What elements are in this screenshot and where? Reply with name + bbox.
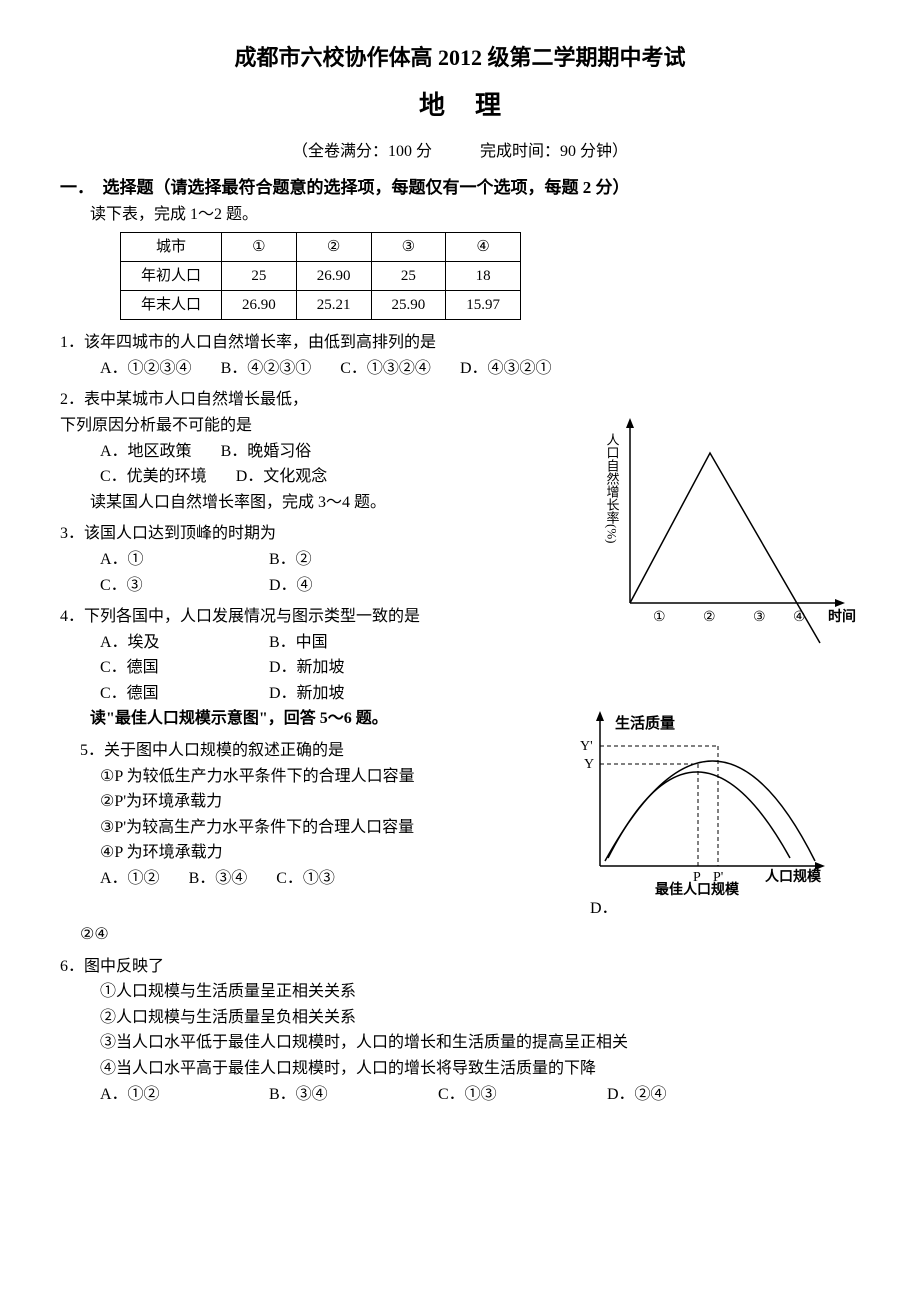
option-c: C．①③②④: [340, 356, 431, 382]
col-header: ③: [371, 233, 446, 262]
growth-rate-chart: 人口自然增长率(%) ① ② ③ ④ 时间: [590, 413, 860, 653]
question-5-options: A．①② B．③④ C．①③: [100, 866, 560, 892]
q6-item-1: ①人口规模与生活质量呈正相关关系: [100, 979, 860, 1005]
cell: 18: [446, 262, 521, 291]
q6-item-3: ③当人口水平低于最佳人口规模时，人口的增长和生活质量的提高呈正相关: [100, 1030, 860, 1056]
row-label: 年初人口: [121, 262, 222, 291]
cell: 25.90: [371, 291, 446, 320]
cell: 25.21: [296, 291, 371, 320]
exam-meta: （全卷满分：100 分 完成时间：90 分钟）: [60, 139, 860, 165]
table-intro: 读下表，完成 1～2 题。: [90, 202, 860, 228]
option-a: A．①: [100, 547, 240, 573]
cell: 25: [371, 262, 446, 291]
question-2: 2．表中某城市人口自然增长最低，: [60, 387, 860, 413]
cell: 25: [222, 262, 297, 291]
question-4-options: A．埃及 B．中国 C．德国 D．新加坡: [100, 630, 580, 681]
q5-item-1: ①P 为较低生产力水平条件下的合理人口容量: [100, 764, 560, 790]
cell: 26.90: [296, 262, 371, 291]
option-b: B．③④: [269, 1082, 409, 1108]
q5-item-3: ③P'为较高生产力水平条件下的合理人口容量: [100, 815, 560, 841]
question-4: 4．下列各国中，人口发展情况与图示类型一致的是: [60, 604, 580, 630]
option-b: B．②: [269, 547, 312, 573]
option-a: A．①②: [100, 866, 160, 892]
col-header: ②: [296, 233, 371, 262]
col-header: ①: [222, 233, 297, 262]
option-d: D．文化观念: [236, 464, 328, 490]
option-d: D．新加坡: [269, 655, 345, 681]
chart2-y-label: 生活质量: [615, 714, 675, 732]
table-row: 年末人口 26.90 25.21 25.90 15.97: [121, 291, 521, 320]
option-c: C．①③: [276, 866, 335, 892]
question-3-options: A．① B．② C．③ D．④: [100, 547, 580, 598]
chart2-bottom-label: 最佳人口规模: [655, 881, 740, 896]
chart1-tick: ②: [703, 610, 716, 625]
question-2-options: A．地区政策 B．晚婚习俗 C．优美的环境 D．文化观念: [100, 439, 580, 490]
section-heading: 一． 选择题（请选择最符合题意的选择项，每题仅有一个选项，每题 2 分）: [60, 174, 860, 201]
chart1-tick: ④: [793, 610, 806, 625]
chart1-tick: ③: [753, 610, 766, 625]
option-d: D．②④: [607, 1082, 667, 1108]
option-c: C．德国: [100, 655, 240, 681]
option-a: A．地区政策: [100, 439, 192, 465]
col-header: 城市: [121, 233, 222, 262]
option-d: D．④: [269, 573, 313, 599]
cell: 15.97: [446, 291, 521, 320]
option-b: B．中国: [269, 630, 328, 656]
chart1-x-label: 时间: [828, 608, 856, 625]
question-1-options: A．①②③④ B．④②③① C．①③②④ D．④③②①: [100, 356, 860, 382]
chart2-ytick: Y: [584, 757, 594, 772]
q6-item-4: ④当人口水平高于最佳人口规模时，人口的增长将导致生活质量的下降: [100, 1056, 860, 1082]
option-c-dup: C．德国: [100, 681, 240, 707]
option-d: D．④③②①: [460, 356, 552, 382]
question-4-options-dup: C．德国 D．新加坡: [100, 681, 860, 707]
chart2-ytick: Y': [580, 739, 593, 754]
question-5: 5．关于图中人口规模的叙述正确的是: [80, 738, 560, 764]
table-row: 年初人口 25 26.90 25 18: [121, 262, 521, 291]
option-a: A．①②: [100, 1082, 240, 1108]
option-b: B．晚婚习俗: [221, 439, 312, 465]
col-header: ④: [446, 233, 521, 262]
population-table: 城市 ① ② ③ ④ 年初人口 25 26.90 25 18 年末人口 26.9…: [120, 232, 521, 320]
question-6: 6．图中反映了: [60, 954, 860, 980]
chart2-x-label: 人口规模: [765, 868, 822, 885]
table-header-row: 城市 ① ② ③ ④: [121, 233, 521, 262]
row-label: 年末人口: [121, 291, 222, 320]
chart1-intro: 读某国人口自然增长率图，完成 3～4 题。: [90, 490, 580, 516]
question-6-options: A．①② B．③④ C．①③ D．②④: [100, 1082, 860, 1108]
chart2-intro: 读"最佳人口规模示意图"，回答 5～6 题。: [90, 706, 560, 732]
question-3: 3．该国人口达到顶峰的时期为: [60, 521, 580, 547]
option-b: B．④②③①: [221, 356, 312, 382]
option-a: A．埃及: [100, 630, 240, 656]
exam-subject: 地理: [60, 85, 860, 127]
q6-item-2: ②人口规模与生活质量呈负相关关系: [100, 1005, 860, 1031]
q5-trailing: ②④: [80, 922, 860, 948]
option-b: B．③④: [189, 866, 248, 892]
option-d-trail: D．: [590, 900, 618, 917]
chart1-tick: ①: [653, 610, 666, 625]
cell: 26.90: [222, 291, 297, 320]
quality-chart: 生活质量 Y' Y P P' 人口规模 最佳人口规模: [570, 706, 860, 896]
option-c: C．③: [100, 573, 240, 599]
q5-item-4: ④P 为环境承载力: [100, 840, 560, 866]
option-c: C．优美的环境: [100, 464, 207, 490]
q5-item-2: ②P'为环境承载力: [100, 789, 560, 815]
exam-title: 成都市六校协作体高 2012 级第二学期期中考试: [60, 40, 860, 75]
chart1-y-label: 人口自然增长率(%): [605, 433, 620, 544]
option-c: C．①③: [438, 1082, 578, 1108]
question-1: 1．该年四城市的人口自然增长率，由低到高排列的是: [60, 330, 860, 356]
option-d-dup: D．新加坡: [269, 681, 345, 707]
option-a: A．①②③④: [100, 356, 192, 382]
question-2-cont: 下列原因分析最不可能的是: [60, 413, 580, 439]
